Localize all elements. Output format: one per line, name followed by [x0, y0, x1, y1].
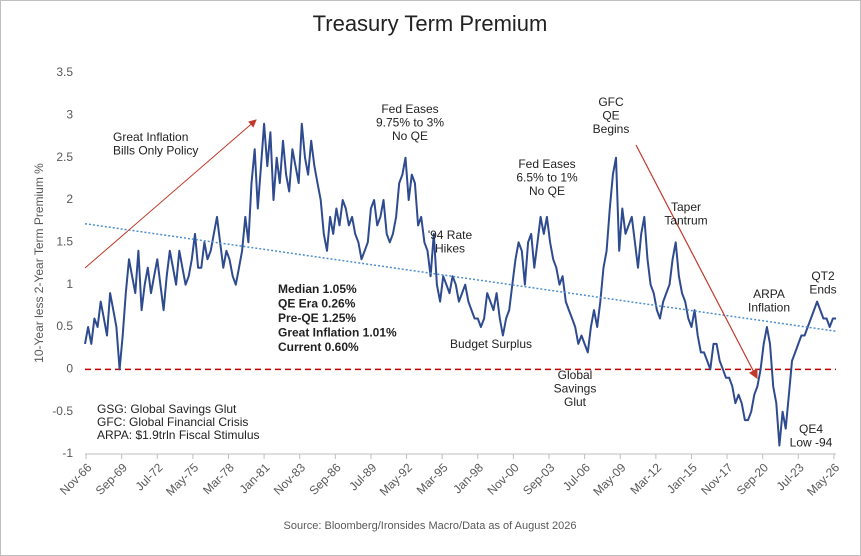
y-axis-label: 10-Year less 2-Year Term Premium % — [32, 163, 46, 363]
annotation: Tantrum — [664, 214, 707, 228]
annotation: Taper — [671, 200, 701, 214]
trend-line — [84, 222, 837, 332]
note: ARPA: $1.9trln Fiscal Stimulus — [97, 428, 260, 442]
annotation: Glut — [564, 395, 587, 409]
y-tick-label: 1.5 — [56, 235, 73, 249]
annotation: No QE — [392, 129, 428, 143]
annotation: Low -94 — [790, 436, 833, 450]
annotation: Global — [558, 368, 593, 382]
annotation: Inflation — [748, 301, 790, 315]
arrow — [84, 119, 257, 269]
annotation: Hikes — [435, 242, 465, 256]
note: GSG: Global Savings Glut — [97, 402, 237, 416]
y-tick-label: 3 — [66, 108, 73, 122]
arrow — [635, 144, 758, 380]
annotation: QE4 — [799, 422, 823, 436]
annotation: Bills Only Policy — [113, 144, 198, 158]
annotation: 9.75% to 3% — [376, 116, 444, 130]
stat: Current 0.60% — [278, 340, 359, 354]
annotation: ARPA — [753, 287, 785, 301]
annotation: Fed Eases — [518, 157, 575, 171]
stat: Median 1.05% — [278, 282, 357, 296]
annotation: GFC — [598, 95, 624, 109]
annotation: No QE — [529, 184, 565, 198]
annotation: QT2 — [811, 269, 835, 283]
y-tick-label: -0.5 — [52, 404, 73, 418]
y-tick-label: -1 — [62, 446, 73, 460]
y-tick-label: 2 — [66, 192, 73, 206]
note: GFC: Global Financial Crisis — [97, 415, 248, 429]
annotation: Begins — [593, 122, 630, 136]
annotation: Ends — [809, 283, 836, 297]
y-tick-label: 0.5 — [56, 319, 73, 333]
y-tick-label: 1 — [66, 277, 73, 291]
y-tick-label: 0 — [66, 362, 73, 376]
annotation: QE — [602, 109, 619, 123]
annotation: Savings — [554, 382, 597, 396]
stat: Great Inflation 1.01% — [278, 326, 397, 340]
annotation: Budget Surplus — [450, 337, 532, 351]
data-line — [84, 122, 836, 447]
annotation: '94 Rate — [428, 228, 473, 242]
chart-title: Treasury Term Premium — [313, 11, 548, 36]
stat: Pre-QE 1.25% — [278, 311, 356, 325]
annotation: 6.5% to 1% — [516, 171, 578, 185]
annotation: Fed Eases — [381, 102, 438, 116]
source: Source: Bloomberg/Ironsides Macro/Data a… — [284, 520, 577, 532]
y-tick-label: 2.5 — [56, 150, 73, 164]
annotation: Great Inflation — [113, 130, 188, 144]
stat: QE Era 0.26% — [278, 297, 356, 311]
y-tick-label: 3.5 — [56, 65, 73, 79]
